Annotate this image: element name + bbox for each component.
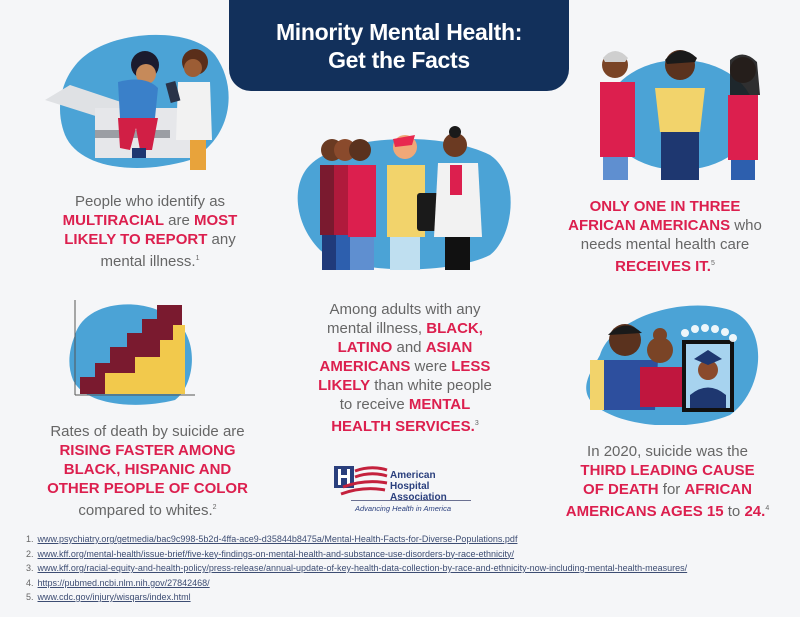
fact-multiracial: People who identify as MULTIRACIAL are M…: [62, 193, 238, 270]
page-title: Minority Mental Health: Get the Facts: [229, 0, 569, 91]
aha-name: American Hospital Association: [390, 470, 447, 503]
grieving-family-illustration: [586, 305, 759, 425]
group-people-illustration: [297, 126, 511, 270]
reference-link-1[interactable]: www.psychiatry.org/getmedia/bac9c998-5b2…: [37, 534, 518, 544]
reference-item: 4. https://pubmed.ncbi.nlm.nih.gov/278424…: [26, 577, 210, 588]
fact-african-americans-care: ONLY ONE IN THREE AFRICAN AMERICANS who …: [568, 198, 762, 275]
logo-divider: [351, 500, 471, 501]
title-line-2: Get the Facts: [328, 47, 470, 73]
suicide-rate-pictogram-chart: [69, 300, 195, 405]
aha-tagline: Advancing Health in America: [355, 504, 452, 513]
fact-mental-health-services: Among adults with any mental illness, BL…: [318, 301, 492, 435]
reference-item: 3. www.kff.org/racial-equity-and-health-p…: [26, 563, 688, 573]
fact-suicide-rates: Rates of death by suicide are RISING FAS…: [47, 423, 248, 519]
patient-doctor-illustration: [45, 34, 229, 170]
reference-item: 2. www.kff.org/mental-health/issue-brief/…: [26, 548, 515, 559]
aha-h-flag-icon: [334, 466, 388, 496]
reference-link-2[interactable]: www.kff.org/mental-health/issue-brief/fi…: [37, 548, 515, 559]
reference-link-4[interactable]: https://pubmed.ncbi.nlm.nih.gov/27842468…: [37, 577, 210, 588]
fact-third-leading-cause: In 2020, suicide was the THIRD LEADING C…: [565, 443, 770, 520]
reference-item: 1. www.psychiatry.org/getmedia/bac9c998-5…: [26, 534, 518, 544]
aha-logo: American Hospital Association Advancing …: [333, 462, 473, 518]
reference-link-3[interactable]: www.kff.org/racial-equity-and-health-pol…: [37, 563, 688, 573]
title-line-1: Minority Mental Health:: [275, 19, 523, 45]
reference-item: 5. www.cdc.gov/injury/wisqars/index.html: [26, 592, 191, 602]
references-list: 1. www.psychiatry.org/getmedia/bac9c998-5…: [26, 532, 687, 605]
three-people-illustration: [600, 50, 760, 180]
reference-link-5[interactable]: www.cdc.gov/injury/wisqars/index.html: [37, 592, 191, 602]
